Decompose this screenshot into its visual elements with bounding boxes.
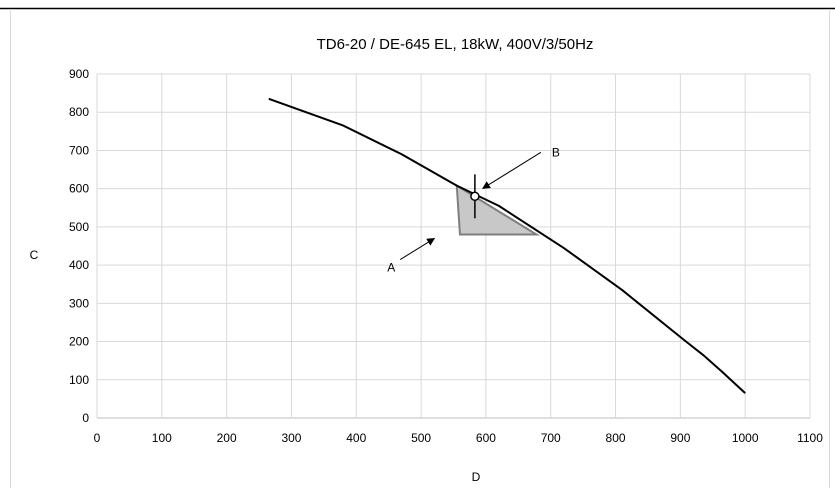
grid [96, 73, 811, 419]
operating-point-group [470, 174, 480, 219]
y-tick-label: 400 [69, 258, 89, 272]
series-group [268, 97, 746, 394]
y-tick-label: 200 [69, 335, 89, 349]
x-tick-label: 400 [346, 431, 366, 445]
annotation-label-b: B [552, 145, 560, 159]
x-tick-label: 1100 [797, 431, 823, 445]
chart-title: TD6-20 / DE-645 EL, 18kW, 400V/3/50Hz [317, 36, 594, 53]
x-tick-label: 900 [670, 431, 690, 445]
y-tick-label: 300 [69, 296, 89, 310]
annotation-label-a: A [387, 261, 395, 275]
annotation-arrow-a [399, 238, 436, 260]
x-tick-label: 0 [94, 431, 101, 445]
y-tick-label: 500 [69, 220, 89, 234]
y-tick-label: 0 [82, 411, 89, 425]
x-tick-label: 1000 [732, 431, 759, 445]
shaded-region [455, 183, 541, 236]
x-tick-label: 700 [541, 431, 561, 445]
operating-point-marker [470, 191, 480, 202]
y-tick-label: 600 [69, 182, 89, 196]
x-tick-label: 500 [411, 431, 431, 445]
annotation-arrow-b [482, 151, 542, 189]
x-tick-label: 300 [281, 431, 301, 445]
annotations-group: AB [387, 145, 560, 274]
y-tick-label: 700 [69, 143, 89, 157]
x-tick-label: 200 [217, 431, 237, 445]
x-tick-label: 600 [476, 431, 496, 445]
y-tick-label: 800 [69, 105, 89, 119]
x-axis-label: D [472, 470, 481, 484]
y-axis-label: C [30, 248, 39, 262]
y-tick-label: 900 [69, 67, 89, 81]
x-tick-label: 800 [606, 431, 626, 445]
x-tick-label: 100 [152, 431, 172, 445]
x-tick-labels: 0 100 200 300 400 500 600 700 800 900 1000 1100 [94, 431, 824, 445]
y-tick-labels: 0 100 200 300 400 500 600 700 800 900 [69, 67, 89, 425]
shaded-region-group [455, 183, 541, 236]
series-line [268, 97, 746, 394]
y-tick-label: 100 [69, 373, 89, 387]
